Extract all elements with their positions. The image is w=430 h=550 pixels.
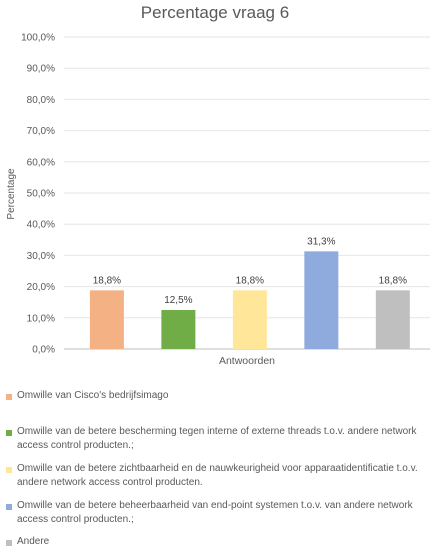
legend-swatch xyxy=(6,540,12,546)
data-label: 18,8% xyxy=(93,275,121,286)
legend-label: Omwille van de betere zichtbaarheid en d… xyxy=(17,463,418,488)
bar xyxy=(375,290,410,349)
y-tick-label: 70,0% xyxy=(27,126,55,137)
y-tick-label: 0,0% xyxy=(32,345,55,356)
data-label: 31,3% xyxy=(307,236,335,247)
data-label: 12,5% xyxy=(164,295,192,306)
y-tick-label: 40,0% xyxy=(27,220,55,231)
data-label: 18,8% xyxy=(236,275,264,286)
legend-item: Andere xyxy=(6,535,422,549)
data-label: 18,8% xyxy=(379,275,407,286)
bars xyxy=(89,251,410,349)
y-axis-ticks: 0,0% 10,0% 20,0% 30,0% 40,0% 50,0% 60,0% 70,0% 8… xyxy=(21,33,55,356)
bar xyxy=(304,251,339,349)
chart-title: Percentage vraag 6 xyxy=(141,3,289,22)
y-tick-label: 20,0% xyxy=(27,282,55,293)
legend-label: Andere xyxy=(17,536,50,547)
legend-swatch xyxy=(6,430,12,436)
legend-label: Omwille van de betere bescherming tegen … xyxy=(17,426,417,451)
y-tick-label: 50,0% xyxy=(27,189,55,200)
gridlines xyxy=(64,36,430,350)
legend-label: Omwille van de betere beheerbaarheid van… xyxy=(17,500,413,525)
y-tick-label: 60,0% xyxy=(27,157,55,168)
y-tick-label: 10,0% xyxy=(27,313,55,324)
bar xyxy=(232,290,267,349)
y-tick-label: 100,0% xyxy=(21,33,55,44)
legend-item: Omwille van de betere zichtbaarheid en d… xyxy=(6,462,422,489)
x-axis-label: Antwoorden xyxy=(219,355,275,367)
legend-item: Omwille van de betere bescherming tegen … xyxy=(6,425,422,452)
legend-swatch xyxy=(6,394,12,400)
y-tick-label: 30,0% xyxy=(27,251,55,262)
bar xyxy=(89,290,124,349)
legend-item: Omwille van Cisco's bedrijfsimago xyxy=(6,389,422,403)
chart: Percentage vraag 6 0,0% 10,0% 20,0% 30,0% 40… xyxy=(6,3,430,367)
legend-label: Omwille van Cisco's bedrijfsimago xyxy=(17,390,169,401)
bar xyxy=(161,310,196,349)
legend-swatch xyxy=(6,504,12,510)
y-axis-label: Percentage xyxy=(6,168,17,220)
y-tick-label: 90,0% xyxy=(27,64,55,75)
legend-swatch xyxy=(6,467,12,473)
y-tick-label: 80,0% xyxy=(27,95,55,106)
data-labels: 18,8% 12,5% 18,8% 31,3% 18,8% xyxy=(93,236,407,306)
legend-item: Omwille van de betere beheerbaarheid van… xyxy=(6,499,422,526)
